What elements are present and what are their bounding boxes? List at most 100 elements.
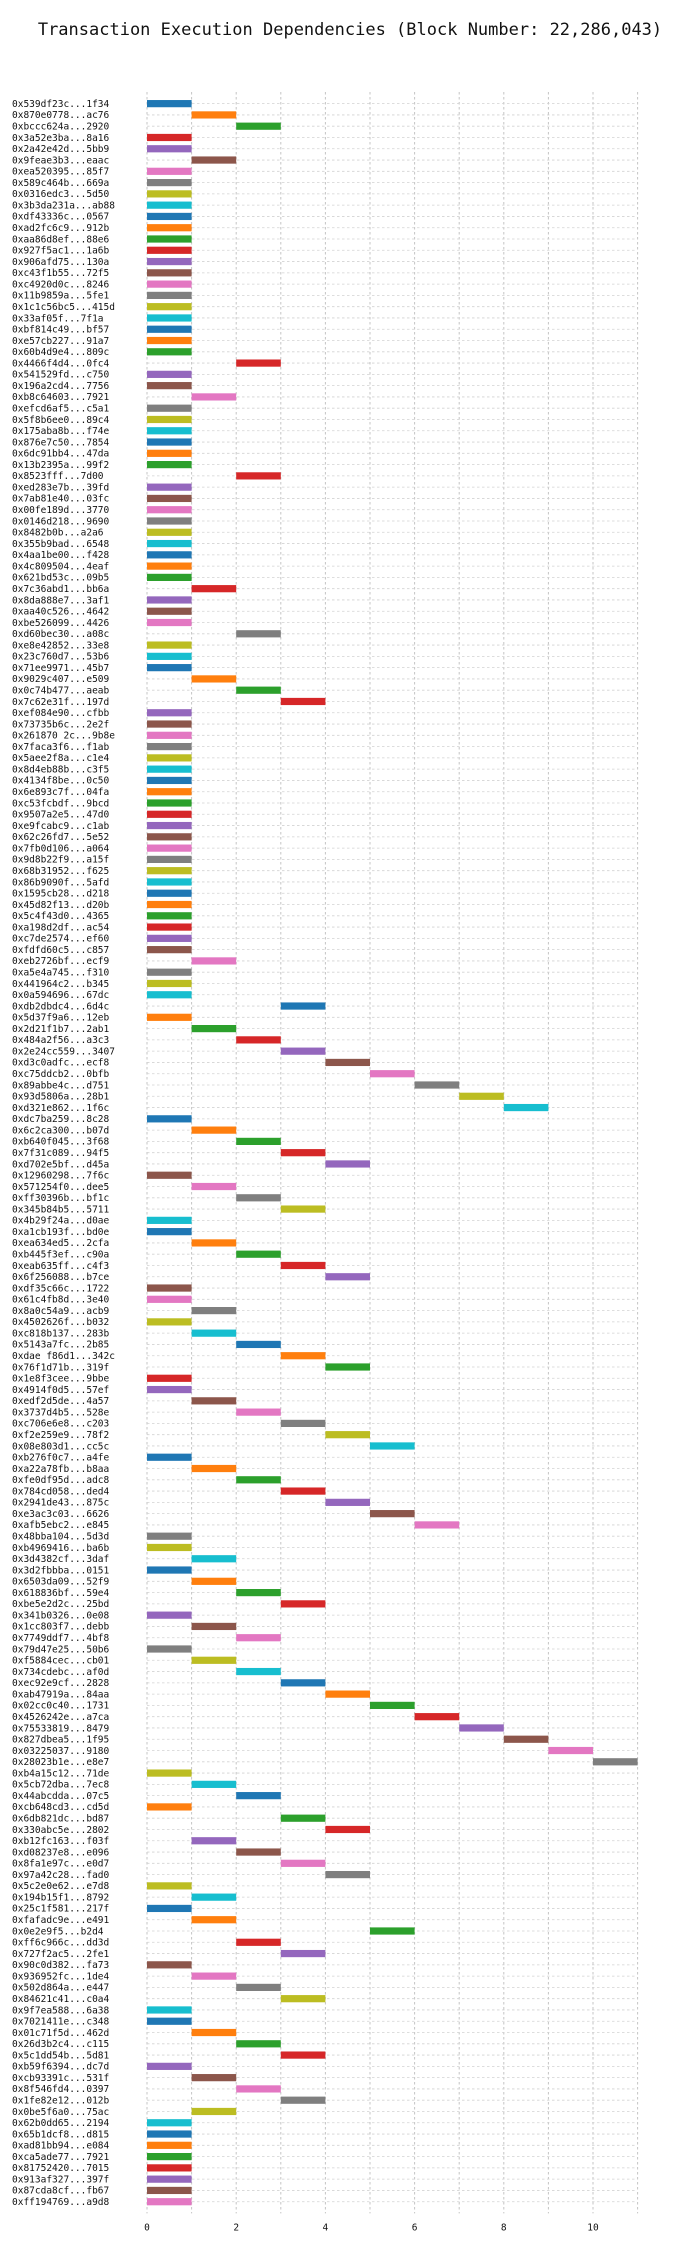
- task-bar: [236, 1938, 281, 1946]
- task-bar: [147, 562, 192, 570]
- y-tick-label: 0x936952fc...1de4: [12, 1971, 110, 1982]
- task-bar: [414, 1521, 460, 1529]
- y-tick-label: 0x02cc0c40...1731: [12, 1701, 110, 1712]
- bar-layer: [147, 100, 638, 2206]
- y-tick-label: 0x97a42c28...fad0: [12, 1870, 110, 1881]
- y-tick-label: 0x4914f0d5...57ef: [12, 1385, 109, 1396]
- y-tick-label: 0x541529fd...c750: [12, 370, 110, 381]
- y-tick-label: 0x7fb0d106...a064: [12, 843, 110, 854]
- task-bar: [147, 404, 192, 412]
- task-bar: [236, 359, 281, 367]
- y-tick-label: 0xefcd6af5...c5a1: [12, 404, 110, 415]
- y-tick-label: 0x571254f0...dee5: [12, 1182, 109, 1193]
- task-bar: [236, 630, 281, 638]
- task-bar: [236, 1250, 281, 1258]
- task-bar: [147, 1566, 192, 1574]
- y-tick-label: 0x341b0326...0e08: [12, 1610, 110, 1621]
- task-bar: [191, 1182, 237, 1191]
- task-bar: [191, 1972, 237, 1980]
- task-bar: [147, 1171, 192, 1179]
- y-tick-label: 0xb4969416...ba6b: [12, 1543, 110, 1554]
- task-bar: [191, 156, 237, 164]
- y-tick-label: 0xa22a78fb...b8aa: [12, 1464, 109, 1475]
- task-bar: [147, 1882, 192, 1890]
- task-bar: [280, 1352, 326, 1360]
- y-tick-label: 0x11b9859a...5fe1: [12, 291, 110, 302]
- task-bar: [459, 1724, 504, 1732]
- task-bar: [147, 2017, 192, 2025]
- y-tick-label: 0x5c4f43d0...4365: [12, 911, 109, 922]
- task-bar: [147, 517, 192, 525]
- task-bar: [147, 325, 192, 333]
- y-tick-label: 0x5f8b6ee0...89c4: [12, 415, 110, 426]
- task-bar: [191, 585, 237, 593]
- task-bar: [191, 1555, 237, 1563]
- task-bar: [191, 1622, 237, 1631]
- task-bar: [236, 1137, 281, 1145]
- task-bar: [147, 1115, 192, 1123]
- task-bar: [147, 821, 192, 830]
- y-tick-label: 0x7749ddf7...4bf8: [12, 1633, 110, 1644]
- grid-lines: [146, 92, 639, 2214]
- y-tick-label: 0xdb2dbdc4...6d4c: [12, 1001, 109, 1012]
- y-tick-label: 0xe3ac3c03...6626: [12, 1509, 110, 1520]
- y-tick-label: 0xd702e5bf...d45a: [12, 1159, 109, 1170]
- y-tick-label: 0xd60bec30...a08c: [12, 629, 109, 640]
- y-tick-label: 0x6e893c7f...04fa: [12, 787, 109, 798]
- task-bar: [147, 212, 192, 221]
- y-tick-label: 0xd321e862...1f6c: [12, 1103, 109, 1114]
- y-tick-label: 0x23c760d7...53b6: [12, 652, 110, 663]
- task-bar: [147, 269, 192, 277]
- task-bar: [147, 336, 192, 345]
- y-tick-label: 0xcb648cd3...cd5d: [12, 1802, 109, 1813]
- task-bar: [147, 370, 192, 378]
- y-tick-label: 0xb276f0c7...a4fe: [12, 1453, 110, 1464]
- y-tick-label: 0x539df23c...1f34: [12, 99, 110, 110]
- task-bar: [147, 867, 192, 875]
- y-tick-label: 0xa1cb193f...bd0e: [12, 1227, 110, 1238]
- y-tick-label: 0xf2e259e9...78f2: [12, 1430, 109, 1441]
- y-tick-label: 0x8da888e7...3af1: [12, 595, 110, 606]
- task-bar: [147, 833, 192, 841]
- task-bar: [191, 1893, 237, 1901]
- y-tick-label: 0x194b15f1...8792: [12, 1892, 109, 1903]
- y-tick-label: 0xc53fcbdf...9bcd: [12, 798, 109, 809]
- y-tick-label: 0xb445f3ef...c90a: [12, 1250, 109, 1261]
- y-tick-label: 0x0c74b477...aeab: [12, 686, 110, 697]
- task-bar: [147, 483, 192, 491]
- y-tick-label: 0x81752420...7015: [12, 2163, 109, 2174]
- y-tick-label: 0x71ee9971...45b7: [12, 663, 109, 674]
- y-tick-label: 0xff6c966c...dd3d: [12, 1938, 109, 1949]
- task-bar: [147, 912, 192, 920]
- x-tick-label: 0: [144, 2222, 150, 2233]
- y-tick-label: 0x60b4d9e4...809c: [12, 347, 109, 358]
- task-bar: [147, 900, 192, 909]
- y-tick-label: 0xbccc624a...2920: [12, 122, 110, 133]
- y-tick-label: 0x4134f8be...0c50: [12, 776, 110, 787]
- y-tick-label: 0xb4a15c12...71de: [12, 1768, 110, 1779]
- task-bar: [236, 472, 281, 480]
- task-bar: [147, 709, 192, 717]
- y-tick-label: 0xe8e42852...33e8: [12, 640, 110, 651]
- task-bar: [147, 731, 192, 739]
- task-bar: [280, 1859, 326, 1867]
- y-tick-label: 0xaa40c526...4642: [12, 607, 109, 618]
- task-bar: [236, 1634, 281, 1642]
- y-tick-label: 0x26d3b2c4...c115: [12, 2039, 109, 2050]
- task-bar: [147, 1295, 192, 1303]
- task-bar: [147, 2175, 192, 2183]
- task-bar: [147, 1453, 192, 1461]
- task-bar: [147, 810, 192, 818]
- y-tick-label: 0x4466f4d4...0fc4: [12, 358, 110, 369]
- task-bar: [414, 1081, 460, 1089]
- y-tick-label: 0x61c4fb8d...3e40: [12, 1295, 110, 1306]
- task-bar: [147, 618, 192, 627]
- y-tick-label: 0xff30396b...bf1c: [12, 1193, 109, 1204]
- task-bar: [191, 2107, 237, 2116]
- y-tick-label: 0x48bba104...5d3d: [12, 1532, 109, 1543]
- y-tick-label: 0x25c1f581...217f: [12, 1904, 109, 1915]
- task-bar: [280, 1814, 326, 1822]
- task-bar: [147, 946, 192, 954]
- y-tick-label: 0xeb2726bf...ecf9: [12, 956, 110, 967]
- y-tick-label: 0xff194769...a9d8: [12, 2197, 110, 2208]
